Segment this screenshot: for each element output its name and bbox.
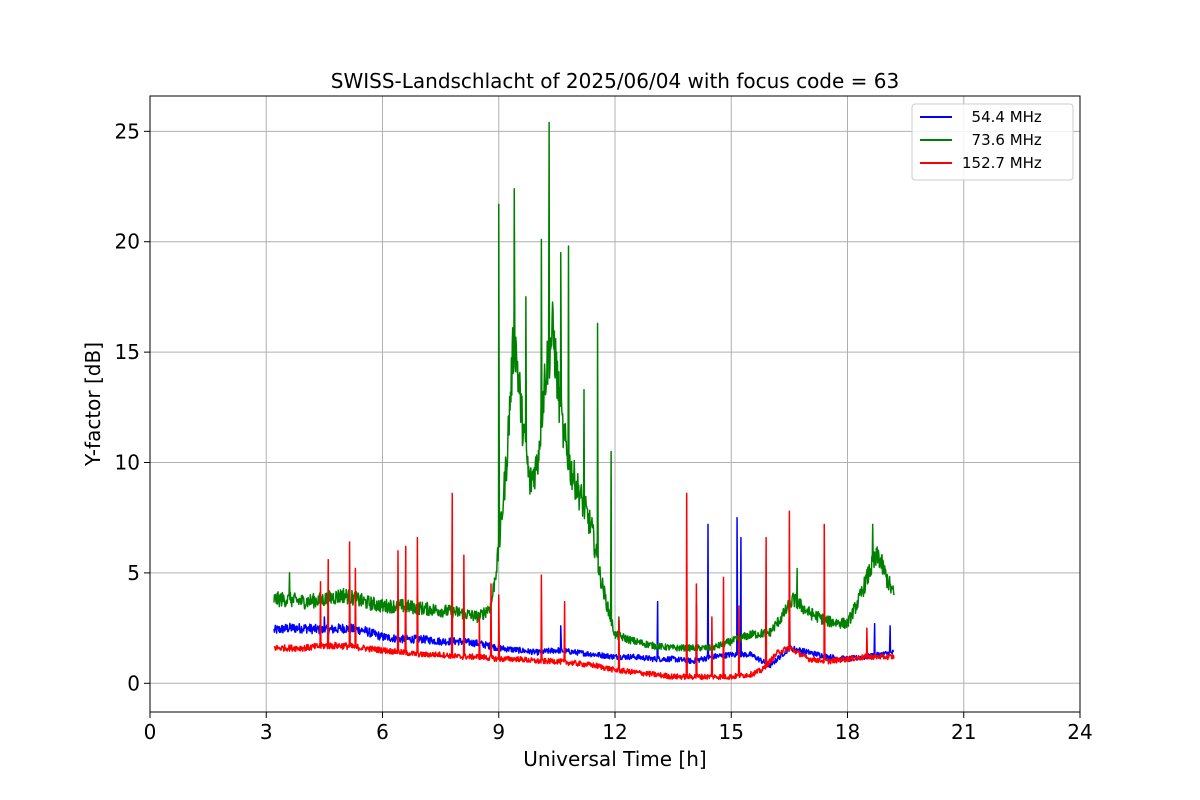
- x-tick-label: 24: [1067, 720, 1092, 744]
- y-tick-label: 20: [115, 230, 140, 254]
- x-tick-label: 0: [144, 720, 157, 744]
- axis-ticks: 0 3 6 9 12 15 18 21 24 0 5 10 15 20 25: [115, 119, 1093, 744]
- y-axis-label: Y-factor [dB]: [81, 342, 105, 467]
- y-tick-label: 10: [115, 451, 140, 475]
- x-tick-label: 9: [492, 720, 505, 744]
- legend: 54.4 MHz 73.6 MHz 152.7 MHz: [911, 103, 1074, 181]
- x-tick-label: 15: [719, 720, 744, 744]
- x-tick-label: 21: [951, 720, 976, 744]
- plot-lines: [273, 121, 895, 681]
- legend-label: 54.4 MHz: [962, 108, 1042, 126]
- y-tick-label: 0: [127, 671, 140, 695]
- x-tick-label: 18: [835, 720, 860, 744]
- chart-title: SWISS-Landschlacht of 2025/06/04 with fo…: [331, 69, 899, 93]
- x-tick-label: 12: [602, 720, 627, 744]
- legend-label: 152.7 MHz: [962, 154, 1042, 172]
- x-tick-label: 6: [376, 720, 389, 744]
- x-tick-label: 3: [260, 720, 273, 744]
- x-axis-label: Universal Time [h]: [523, 747, 706, 771]
- y-tick-label: 25: [115, 119, 140, 143]
- y-tick-label: 5: [127, 561, 140, 585]
- series-line-2: [273, 121, 895, 652]
- y-tick-label: 15: [115, 340, 140, 364]
- series-line-3: [273, 492, 895, 681]
- legend-label: 73.6 MHz: [962, 131, 1042, 149]
- legend-box: [911, 103, 1074, 181]
